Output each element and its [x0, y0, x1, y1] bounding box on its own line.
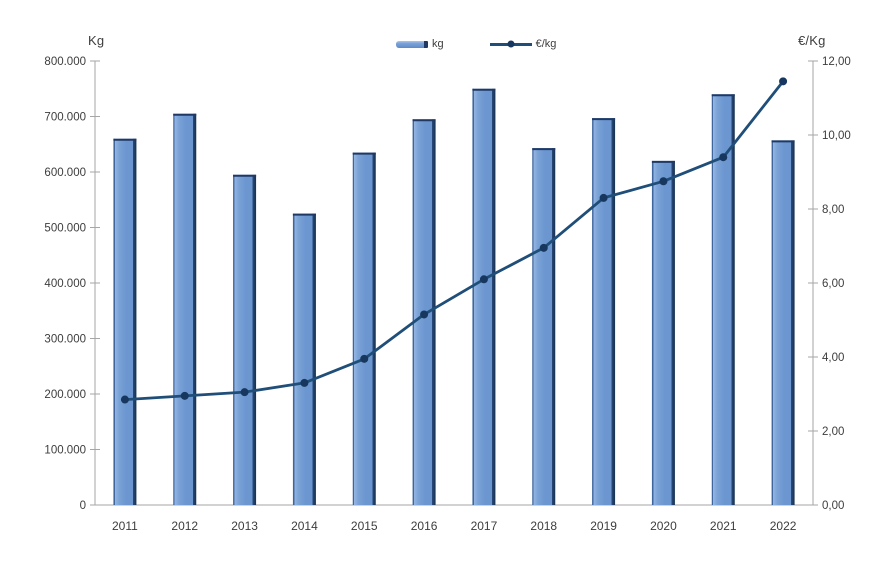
- price-point-2020: [659, 177, 668, 186]
- price-point-2011: [120, 395, 129, 404]
- legend-item-eur-kg: €/kg: [489, 38, 557, 50]
- price-line: [123, 80, 785, 402]
- x-axis-label-2013: 2013: [231, 519, 258, 533]
- price-point-2019: [599, 193, 608, 202]
- price-point-2017: [479, 275, 488, 284]
- price-point-2015: [360, 354, 369, 363]
- left-axis-tick-label: 100.000: [44, 445, 86, 457]
- left-axis-tick-label: 0: [80, 500, 86, 512]
- x-axis-label-2014: 2014: [291, 519, 318, 533]
- x-axis-label-2018: 2018: [530, 519, 557, 533]
- right-axis-tick-label: 10,00: [822, 130, 851, 142]
- x-axis-label-2021: 2021: [710, 519, 737, 533]
- right-axis-tick-label: 4,00: [822, 352, 844, 364]
- left-axis-tick-label: 700.000: [44, 112, 86, 124]
- left-axis-tick-label: 300.000: [44, 334, 86, 346]
- legend-label-kg: kg: [432, 38, 444, 50]
- price-point-2018: [539, 243, 548, 252]
- x-axis-label-2012: 2012: [171, 519, 198, 533]
- price-point-2016: [420, 310, 429, 319]
- line-marker-icon: [507, 40, 515, 48]
- bar-2018: [532, 148, 556, 505]
- right-axis-tick-label: 0,00: [822, 500, 844, 512]
- legend: kg €/kg: [396, 38, 556, 50]
- x-axis-label-2016: 2016: [411, 519, 438, 533]
- left-axis-tick-label: 600.000: [44, 167, 86, 179]
- left-axis-tick-label: 800.000: [44, 56, 86, 68]
- bar-2019: [592, 118, 616, 505]
- x-axis-label-2019: 2019: [590, 519, 617, 533]
- left-axis-tick-label: 400.000: [44, 278, 86, 290]
- price-point-2021: [719, 153, 728, 162]
- bar-2014: [292, 213, 316, 505]
- bar-2017: [472, 88, 496, 505]
- legend-item-kg: kg: [396, 38, 444, 50]
- x-axis-label-2015: 2015: [351, 519, 378, 533]
- line-series-swatch-icon: [489, 40, 532, 48]
- price-point-2022: [779, 77, 788, 86]
- bar-2013: [233, 174, 257, 505]
- x-axis-label-2022: 2022: [770, 519, 797, 533]
- price-point-2014: [300, 378, 309, 387]
- price-point-2013: [240, 388, 249, 397]
- x-axis-label-2020: 2020: [650, 519, 677, 533]
- left-axis-tick-label: 500.000: [44, 223, 86, 235]
- price-point-2012: [180, 391, 189, 400]
- right-axis-tick-label: 8,00: [822, 204, 844, 216]
- right-axis-title: €/Kg: [798, 33, 826, 48]
- right-axis-tick-label: 6,00: [822, 278, 844, 290]
- bar-2011: [113, 138, 137, 505]
- bar-series-swatch-icon: [396, 40, 428, 48]
- bar-2015: [352, 152, 376, 505]
- x-axis-label-2017: 2017: [471, 519, 498, 533]
- bar-2022: [771, 140, 795, 506]
- right-axis-tick-label: 12,00: [822, 56, 851, 68]
- left-axis-tick-label: 200.000: [44, 389, 86, 401]
- bar-2020: [651, 160, 675, 505]
- bar-2012: [173, 113, 197, 505]
- left-axis-title: Kg: [88, 33, 105, 48]
- legend-label-eur-kg: €/kg: [535, 38, 557, 50]
- x-axis-label-2011: 2011: [112, 519, 138, 533]
- right-axis-tick-label: 2,00: [822, 426, 844, 438]
- bar-2021: [711, 94, 735, 506]
